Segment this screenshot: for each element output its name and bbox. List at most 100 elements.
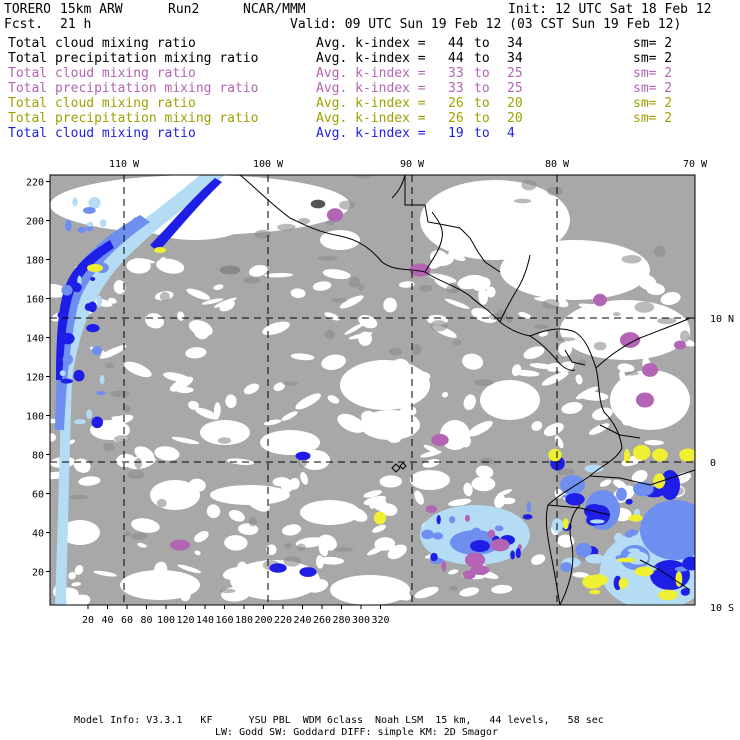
convective-speck [616, 487, 627, 501]
clear-sky-area [120, 570, 200, 600]
convective-speck [624, 584, 645, 598]
convective-speck [682, 556, 695, 571]
legend-row: Total precipitation mixing ratio Avg. k-i… [0, 51, 740, 66]
convective-speck [584, 464, 604, 473]
dense-cloud-speck [123, 531, 131, 537]
clear-sky-speck [463, 437, 472, 448]
x-tick-label: 60 [121, 615, 133, 626]
itcz-speck [510, 550, 516, 560]
dense-cloud-speck [430, 320, 448, 332]
precip-speck [87, 264, 103, 272]
clear-sky-speck [162, 485, 192, 494]
dense-cloud-speck [110, 390, 131, 398]
jet-cloud-speck [88, 301, 97, 313]
clear-sky-speck [441, 391, 449, 398]
clear-sky-speck [321, 354, 347, 370]
legend-to: to [474, 51, 490, 66]
country-border [444, 224, 479, 253]
clear-sky-speck [572, 572, 589, 578]
legend-field: Total cloud mixing ratio [8, 36, 196, 51]
field-blob [635, 392, 655, 408]
run-label: Run2 [168, 2, 200, 17]
convective-speck [575, 542, 592, 558]
jet-cloud-speck [99, 374, 105, 385]
itcz-speck [432, 532, 444, 540]
latitude-label: 10 N [710, 314, 734, 325]
latitude-label: 10 S [710, 603, 734, 614]
legend-k-to: 34 [507, 51, 523, 66]
legend-k-label: Avg. k-index = [316, 81, 426, 96]
itcz-speck [494, 525, 504, 532]
itcz-speck [425, 505, 437, 514]
clear-sky-speck [263, 419, 282, 426]
clear-sky-speck [573, 311, 584, 320]
dense-cloud-speck [634, 301, 655, 313]
jet-cloud-speck [60, 378, 73, 384]
field-blob [409, 263, 431, 277]
clear-sky-area [340, 360, 430, 410]
y-tick-label: 40 [32, 529, 44, 540]
dense-cloud-speck [355, 175, 372, 179]
itcz-speck [487, 529, 496, 539]
x-tick-label: 180 [235, 615, 253, 626]
clear-sky-speck [385, 430, 402, 443]
clear-sky-speck [282, 524, 302, 536]
clear-sky-speck [262, 321, 290, 336]
clear-sky-speck [467, 420, 493, 437]
dense-cloud-speck [317, 255, 338, 261]
dense-cloud-speck [277, 223, 296, 231]
convective-speck [616, 557, 636, 563]
clear-sky-area [410, 470, 450, 490]
clear-sky-speck [373, 497, 387, 511]
clear-sky-speck [383, 394, 401, 404]
legend-row: Total cloud mixing ratio Avg. k-index = 44… [0, 36, 740, 51]
clear-sky-speck [194, 327, 209, 340]
clear-sky-speck [185, 347, 207, 359]
clear-sky-speck [358, 331, 373, 346]
dense-cloud-speck [254, 229, 272, 239]
dense-cloud-speck [339, 200, 355, 210]
convective-speck [632, 481, 654, 497]
jet-cloud-band [56, 240, 114, 380]
clear-sky-speck [318, 556, 345, 565]
convective-speck [588, 589, 601, 595]
dense-cloud-speck [473, 379, 494, 386]
clear-sky-speck [523, 346, 545, 360]
legend-k-from: 19 [448, 126, 464, 141]
country-border [404, 175, 446, 226]
clear-sky-speck [592, 407, 613, 421]
dense-cloud-speck [418, 284, 433, 292]
clear-sky-speck [194, 550, 201, 556]
convective-speck [613, 532, 624, 543]
clear-sky-speck [246, 494, 270, 512]
clear-sky-speck [179, 589, 191, 602]
clear-sky-speck [93, 570, 117, 577]
clear-sky-speck [448, 251, 466, 262]
clear-sky-speck [423, 444, 440, 454]
x-tick-label: 280 [332, 615, 350, 626]
legend-k-to: 25 [507, 81, 523, 96]
jet-cloud-speck [96, 391, 106, 396]
clear-sky-speck [224, 535, 248, 551]
convective-speck [589, 519, 605, 524]
itcz-speck [471, 527, 481, 535]
x-tick-label: 300 [352, 615, 370, 626]
clear-sky-speck [273, 382, 286, 392]
legend-field: Total precipitation mixing ratio [8, 111, 259, 126]
clear-sky-speck [463, 482, 473, 497]
dense-cloud-speck [134, 457, 143, 469]
field-blob [470, 565, 490, 575]
x-tick-label: 40 [101, 615, 113, 626]
dense-cloud-speck [533, 324, 549, 329]
dense-cloud-speck [331, 297, 348, 303]
legend-to: to [474, 96, 490, 111]
init-time: Init: 12 UTC Sat 18 Feb 12 [508, 2, 712, 17]
itcz-cloud [470, 540, 490, 552]
legend-field: Total cloud mixing ratio [8, 126, 196, 141]
legend-sm: sm= 2 [633, 111, 673, 126]
clear-sky-speck [366, 588, 384, 603]
coastline [391, 175, 406, 199]
clear-sky-speck [379, 475, 403, 488]
dense-cloud-speck [219, 588, 236, 594]
legend-sm: sm= 2 [633, 36, 673, 51]
